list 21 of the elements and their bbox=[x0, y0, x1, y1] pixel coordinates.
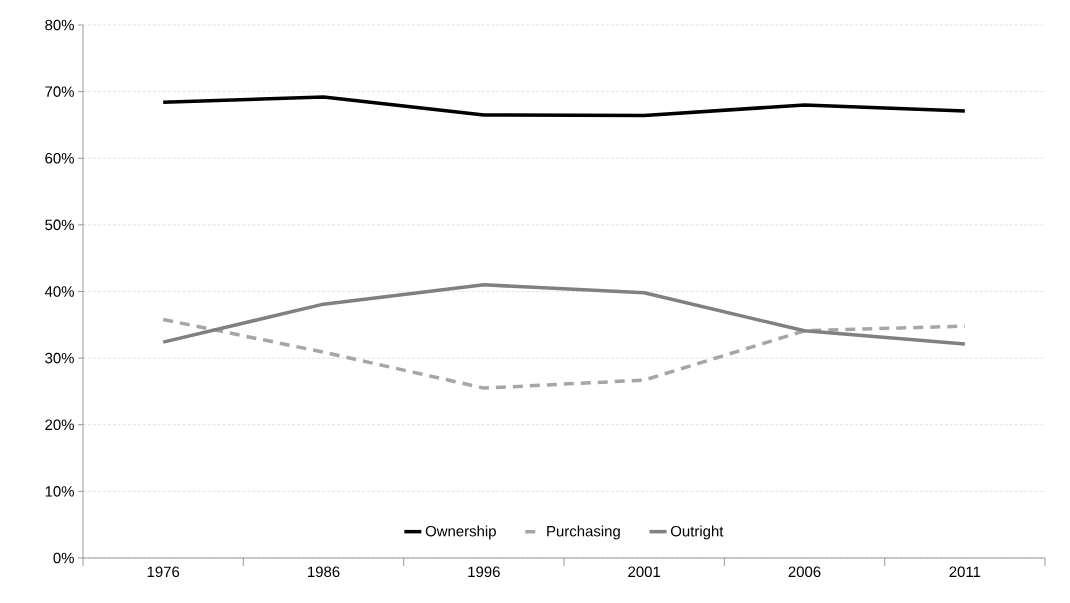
y-tick-label: 40% bbox=[44, 286, 74, 297]
x-tick-label: 1976 bbox=[147, 566, 180, 578]
x-tick-label: 2011 bbox=[949, 566, 981, 578]
legend-label: Outright bbox=[670, 525, 724, 540]
line-series bbox=[161, 95, 967, 118]
x-tick-label: 2006 bbox=[788, 566, 821, 578]
y-tick-label: 30% bbox=[45, 352, 74, 364]
line-series bbox=[161, 317, 967, 390]
legend-label: Purchasing bbox=[547, 525, 620, 540]
y-tick-label: 70% bbox=[45, 86, 74, 97]
line-series bbox=[161, 283, 967, 346]
x-tick-label: 1986 bbox=[308, 566, 340, 578]
y-tick-label: 50% bbox=[45, 219, 74, 231]
x-tick-label: 1996 bbox=[468, 566, 500, 578]
y-tick-label: 60% bbox=[45, 152, 74, 164]
y-tick-label: 20% bbox=[45, 419, 74, 431]
legend-label: Ownership bbox=[425, 525, 496, 540]
y-tick-label: 0% bbox=[53, 552, 74, 564]
y-tick-label: 10% bbox=[45, 486, 74, 497]
y-tick-label: 80% bbox=[45, 19, 74, 31]
x-tick-label: 2001 bbox=[628, 566, 661, 578]
